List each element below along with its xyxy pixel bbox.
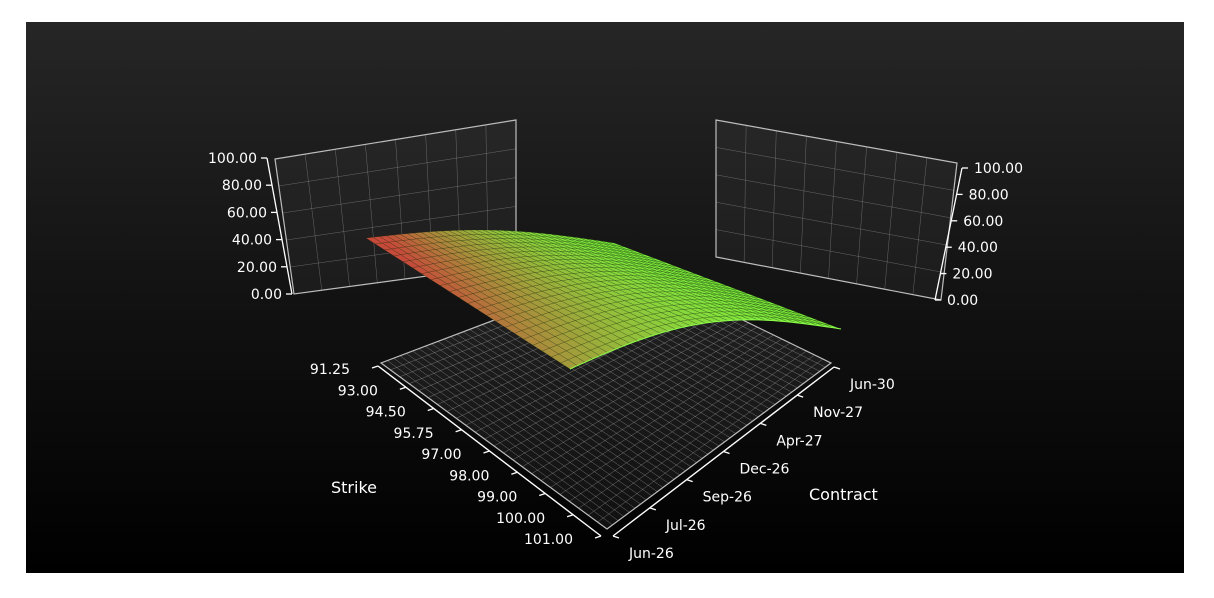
z-axis-right-tick-label: 20.00 bbox=[952, 267, 992, 283]
z-axis-left-line bbox=[266, 157, 293, 295]
contract-tick-label: Jun-26 bbox=[628, 546, 674, 562]
right-wall-gridline bbox=[912, 157, 928, 295]
strike-axis-tick bbox=[483, 450, 490, 454]
y-axis-title: Contract bbox=[809, 485, 878, 504]
surface-front-edge bbox=[569, 319, 842, 370]
right-wall-gridline bbox=[884, 152, 897, 290]
surface-chart: Strike Contract 100.00 80.00 60.00 40.00 20.… bbox=[208, 119, 1023, 562]
strike-tick-label: 95.75 bbox=[394, 426, 434, 442]
strike-axis-tick bbox=[427, 407, 434, 412]
strike-axis-tick bbox=[511, 471, 518, 475]
strike-tick-label: 97.00 bbox=[421, 447, 461, 463]
strike-axis-tick bbox=[566, 514, 574, 518]
contract-tick-label: Jun-30 bbox=[849, 377, 895, 393]
strike-tick-label: 91.25 bbox=[310, 362, 350, 378]
strike-axis-tick bbox=[371, 365, 379, 369]
contract-axis-tick bbox=[686, 479, 693, 483]
right-wall-gridline bbox=[800, 136, 807, 274]
contract-axis-tick bbox=[760, 422, 767, 426]
strike-axis-tick bbox=[399, 386, 407, 390]
strike-axis-tick bbox=[594, 535, 602, 539]
right-wall-gridline bbox=[715, 201, 948, 246]
floor-gridline bbox=[488, 321, 703, 459]
chart-surface bbox=[365, 229, 842, 370]
floor-gridline bbox=[482, 324, 697, 463]
left-wall-gridline bbox=[335, 149, 350, 287]
strike-tick-label: 93.00 bbox=[338, 383, 378, 399]
contract-axis-tick bbox=[796, 394, 804, 398]
floor-gridline bbox=[387, 360, 613, 526]
right-wall-gridline bbox=[715, 174, 951, 219]
x-axis-title: Strike bbox=[331, 478, 377, 497]
right-wall-gridline bbox=[715, 147, 954, 191]
contract-tick-label: Nov-27 bbox=[813, 405, 863, 421]
z-axis-right-line bbox=[934, 167, 963, 301]
floor-gridline bbox=[431, 343, 652, 497]
left-wall-gridline bbox=[282, 177, 517, 214]
chart-axis-labels: Strike Contract 100.00 80.00 60.00 40.00 20.… bbox=[208, 151, 1023, 562]
floor-gridline bbox=[469, 329, 686, 472]
floor-gridline bbox=[456, 333, 675, 480]
floor-gridline bbox=[399, 355, 624, 517]
strike-tick-label: 100.00 bbox=[496, 511, 545, 527]
z-axis-left-tick-label: 0.00 bbox=[251, 287, 282, 303]
right-wall-gridline bbox=[856, 146, 867, 284]
z-axis-right-tick-label: 100.00 bbox=[974, 161, 1023, 177]
floor-gridline bbox=[444, 338, 664, 488]
z-axis-left-tick-label: 40.00 bbox=[232, 233, 272, 249]
contract-tick-label: Jul-26 bbox=[665, 518, 706, 534]
z-axis-left-tick-label: 100.00 bbox=[208, 151, 257, 167]
contract-axis-tick bbox=[649, 507, 657, 511]
contract-axis-tick bbox=[612, 535, 620, 539]
right-wall-gridline bbox=[743, 125, 747, 263]
right-wall-frame bbox=[715, 119, 958, 301]
floor-gridline bbox=[412, 350, 636, 509]
floor-gridline bbox=[418, 348, 641, 505]
z-axis-left-tick-label: 80.00 bbox=[222, 178, 262, 194]
floor-gridline bbox=[437, 341, 658, 492]
strike-tick-label: 101.00 bbox=[524, 532, 573, 548]
contract-axis-tick bbox=[833, 366, 841, 370]
strike-tick-label: 94.50 bbox=[366, 405, 406, 421]
z-axis-right-tick-label: 0.00 bbox=[947, 293, 978, 309]
floor-gridline bbox=[393, 357, 619, 521]
right-wall-gridline bbox=[828, 141, 837, 279]
contract-tick-label: Apr-27 bbox=[776, 433, 822, 449]
left-wall-gridline bbox=[365, 144, 378, 283]
z-axis-left-tick-label: 60.00 bbox=[227, 205, 267, 221]
strike-axis-tick bbox=[539, 492, 546, 497]
z-axis-right-tick-label: 60.00 bbox=[963, 214, 1003, 230]
z-axis-right-tick-label: 40.00 bbox=[958, 240, 998, 256]
strike-tick-label: 99.00 bbox=[477, 490, 517, 506]
z-axis-right-tick-label: 80.00 bbox=[969, 187, 1009, 203]
contract-axis-tick bbox=[723, 450, 730, 455]
floor-gridline bbox=[450, 336, 669, 484]
right-wall-gridline bbox=[715, 229, 945, 273]
left-wall-gridline bbox=[286, 206, 517, 241]
strike-tick-label: 98.00 bbox=[449, 468, 489, 484]
floor-gridline bbox=[475, 326, 692, 467]
z-axis-left-tick-label: 20.00 bbox=[237, 260, 277, 276]
floor-gridline bbox=[463, 331, 680, 476]
left-wall-gridline bbox=[278, 148, 517, 187]
surface-chart-panel: Strike Contract 100.00 80.00 60.00 40.00 20.… bbox=[26, 22, 1184, 573]
floor-gridline bbox=[406, 353, 630, 513]
contract-tick-label: Sep-26 bbox=[703, 490, 752, 506]
left-wall-gridline bbox=[304, 154, 322, 291]
floor-gridline bbox=[425, 345, 647, 501]
contract-tick-label: Dec-26 bbox=[740, 462, 790, 478]
strike-axis-tick bbox=[455, 429, 462, 433]
chart-back-walls bbox=[261, 119, 968, 301]
right-wall-gridline bbox=[772, 130, 777, 268]
